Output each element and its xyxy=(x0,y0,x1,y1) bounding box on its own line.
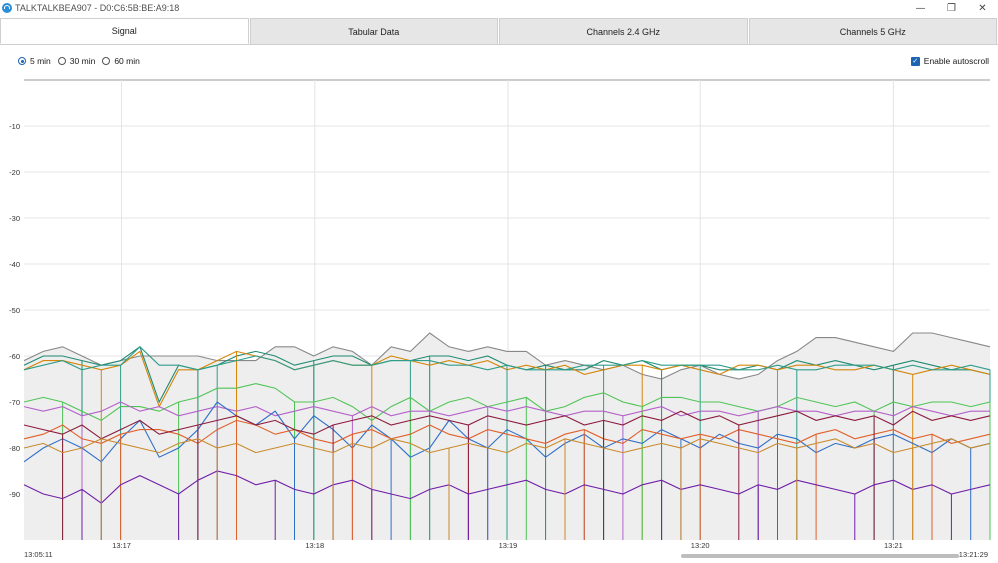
signal-series-line xyxy=(23,383,991,422)
autoscroll-toggle[interactable]: ✓ Enable autoscroll xyxy=(910,56,989,66)
y-tick-label: -80 xyxy=(9,444,20,453)
signal-series-line xyxy=(23,410,991,440)
signal-series-line xyxy=(23,419,991,445)
y-tick-label: -20 xyxy=(9,168,20,177)
y-tick-label: -50 xyxy=(9,306,20,315)
signal-series-line xyxy=(23,470,991,504)
window-title: TALKTALKBEA907 - D0:C6:5B:BE:A9:18 xyxy=(15,3,180,13)
signal-series-line xyxy=(23,332,991,380)
minimize-button[interactable]: — xyxy=(915,2,926,14)
tab-bar: Signal Tabular Data Channels 2.4 GHz Cha… xyxy=(0,18,998,45)
x-tick-label: 13:21 xyxy=(884,541,903,550)
maximize-button[interactable]: ❐ xyxy=(947,2,956,14)
radio-indicator xyxy=(18,57,26,65)
x-tick-label: 13:18 xyxy=(305,541,324,550)
y-tick-label: -40 xyxy=(9,260,20,269)
x-tick-label: 13:19 xyxy=(499,541,518,550)
y-tick-label: -10 xyxy=(9,122,20,131)
wifi-app-icon xyxy=(2,3,12,13)
tab-channels-5-ghz[interactable]: Channels 5 GHz xyxy=(748,18,997,44)
radio-60-min[interactable]: 60 min xyxy=(102,56,140,66)
y-tick-label: -70 xyxy=(9,398,20,407)
radio-indicator xyxy=(57,57,66,65)
title-bar: TALKTALKBEA907 - D0:C6:5B:BE:A9:18 — ❐ ✕ xyxy=(0,0,998,16)
radio-label: 60 min xyxy=(114,56,140,66)
tab-label: Channels 5 GHz xyxy=(839,26,906,37)
signal-series-line xyxy=(23,401,990,417)
signal-chart: -10 -20 -30 -40 -50 -60 -70 -80 -90 13:17 13:18 13:… xyxy=(9,79,991,559)
x-range-start-label: 13:05:11 xyxy=(24,550,53,559)
time-range-options: 5 min 30 min 60 min xyxy=(18,56,147,66)
close-button[interactable]: ✕ xyxy=(978,2,987,14)
tab-label: Tabular Data xyxy=(348,26,400,37)
x-range-end-label: 13:21:29 xyxy=(959,550,988,559)
radio-5-min[interactable]: 5 min xyxy=(18,56,51,66)
radio-label: 5 min xyxy=(30,56,51,66)
autoscroll-label: Enable autoscroll xyxy=(923,56,989,66)
tab-label: Signal xyxy=(111,26,137,36)
radio-label: 30 min xyxy=(69,56,96,66)
radio-indicator xyxy=(102,57,111,65)
tab-label: Channels 2.4 GHz xyxy=(586,26,661,37)
chart-series xyxy=(23,332,991,540)
autoscroll-checkbox[interactable]: ✓ xyxy=(910,56,920,66)
time-scrollbar-thumb[interactable] xyxy=(681,554,959,558)
tab-channels-2-4-ghz[interactable]: Channels 2.4 GHz xyxy=(499,18,748,44)
chart-axes: -10 -20 -30 -40 -50 -60 -70 -80 -90 13:17 13:18 13:… xyxy=(9,122,988,559)
window-controls: — ❐ ✕ xyxy=(905,0,998,16)
x-tick-label: 13:20 xyxy=(691,541,710,550)
radio-30-min[interactable]: 30 min xyxy=(57,56,96,66)
y-tick-label: -90 xyxy=(9,490,20,499)
y-tick-label: -30 xyxy=(9,214,20,223)
tab-tabular-data[interactable]: Tabular Data xyxy=(249,18,498,44)
y-tick-label: -60 xyxy=(9,352,20,361)
signal-series-line xyxy=(23,438,991,454)
x-tick-label: 13:17 xyxy=(112,541,131,550)
tab-signal[interactable]: Signal xyxy=(0,18,249,44)
